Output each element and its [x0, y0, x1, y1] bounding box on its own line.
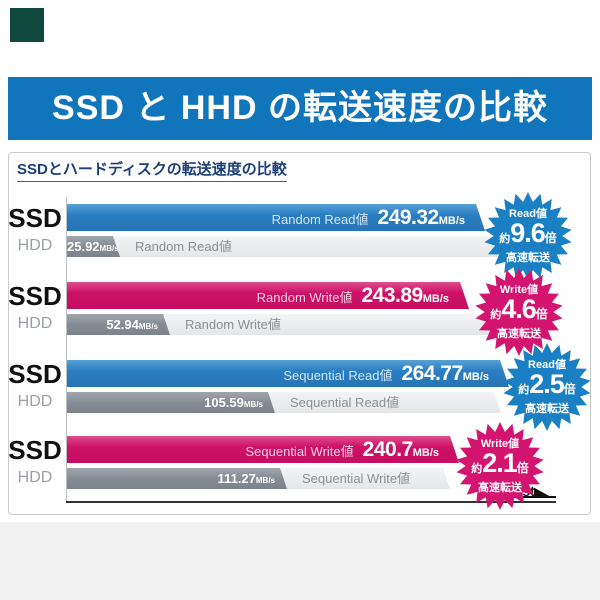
- ssd-row-label: SSD: [8, 435, 62, 465]
- badge-approx: 約: [490, 308, 502, 321]
- badge-factor: 4.6: [501, 293, 537, 324]
- ssd-bar: Random Write値 243.89MB/s: [67, 282, 469, 309]
- hdd-row-label: HDD: [17, 237, 53, 254]
- y-axis-line: [66, 197, 67, 502]
- speed-value: 105.59: [204, 395, 244, 410]
- badge-category: Read値: [509, 207, 547, 220]
- metric-label: Sequential Read値: [283, 368, 393, 383]
- badge-times: 倍: [535, 306, 548, 321]
- speed-unit: MB/s: [412, 447, 439, 459]
- hdd-track: 52.94MB/s Random Write値: [67, 314, 491, 335]
- hdd-value-segment: 105.59MB/s: [67, 392, 275, 413]
- fast-arrow-icon: [534, 487, 551, 497]
- hdd-track: 25.92MB/s Random Read値: [67, 236, 497, 257]
- hdd-row-label: HDD: [17, 315, 53, 332]
- metric-label: Sequential Read値: [290, 395, 400, 410]
- speed-unit: MB/s: [438, 215, 465, 227]
- hdd-row-label: HDD: [17, 469, 53, 486]
- badge-approx: 約: [471, 462, 483, 475]
- hdd-value-segment: 25.92MB/s: [67, 236, 120, 257]
- speed-unit: MB/s: [255, 476, 275, 485]
- footer-strip: [0, 522, 600, 600]
- metric-label: Sequential Write値: [245, 444, 354, 459]
- ssd-row-label: SSD: [8, 359, 62, 389]
- metric-label: Random Write値: [256, 290, 353, 305]
- badge-category: Write値: [499, 283, 539, 296]
- badge-factor: 2.5: [529, 368, 565, 399]
- badge-approx: 約: [499, 232, 511, 245]
- metric-label: Random Read値: [271, 212, 369, 227]
- badge-approx: 約: [518, 383, 530, 396]
- speed-value: 25.92: [67, 239, 100, 254]
- badge-times: 倍: [563, 381, 576, 396]
- speed-value: 264.77: [401, 362, 463, 385]
- corner-mark: [10, 8, 44, 42]
- speed-unit: MB/s: [422, 293, 449, 305]
- ssd-bar: Sequential Write値 240.7MB/s: [67, 436, 459, 463]
- metric-label: Sequential Write値: [302, 471, 411, 486]
- speedup-badge: Write値 約2.1倍 高速転送: [456, 422, 544, 510]
- speed-unit: MB/s: [138, 322, 158, 331]
- speedup-badge: Write値 約4.6倍 高速転送: [475, 268, 563, 356]
- x-axis-line: [66, 501, 556, 503]
- badge-category: Read値: [528, 358, 566, 371]
- ssd-bar: Random Read値 249.32MB/s: [67, 204, 485, 231]
- badge-note: 高速転送: [478, 481, 522, 494]
- hdd-track: 105.59MB/s Sequential Read値: [67, 392, 501, 413]
- chart-title: SSDとハードディスクの転送速度の比較: [17, 158, 287, 182]
- hdd-track: 111.27MB/s Sequential Write値: [67, 468, 450, 489]
- speed-value: 243.89: [361, 284, 423, 307]
- speed-value: 52.94: [106, 317, 139, 332]
- ssd-row-label: SSD: [8, 203, 62, 233]
- speed-unit: MB/s: [99, 244, 119, 253]
- badge-factor: 2.1: [482, 447, 518, 478]
- metric-label: Random Write値: [185, 317, 281, 332]
- speed-value: 240.7: [362, 438, 413, 461]
- badge-note: 高速転送: [497, 327, 541, 340]
- speed-unit: MB/s: [243, 400, 263, 409]
- speedup-badge: Read値 約2.5倍 高速転送: [503, 343, 591, 431]
- speed-value: 249.32: [377, 206, 439, 229]
- hdd-value-segment: 111.27MB/s: [67, 468, 287, 489]
- badge-category: Write値: [480, 437, 520, 450]
- badge-times: 倍: [544, 230, 557, 245]
- badge-factor: 9.6: [510, 217, 546, 248]
- page-banner: SSD と HHD の転送速度の比較: [8, 77, 592, 140]
- badge-note: 高速転送: [525, 402, 569, 415]
- ssd-bar: Sequential Read値 264.77MB/s: [67, 360, 509, 387]
- banner-title: SSD と HHD の転送速度の比較: [52, 89, 548, 127]
- speed-value: 111.27: [217, 471, 256, 486]
- badge-times: 倍: [516, 460, 529, 475]
- speed-unit: MB/s: [462, 371, 489, 383]
- hdd-row-label: HDD: [17, 393, 53, 410]
- hdd-value-segment: 52.94MB/s: [67, 314, 170, 335]
- fast-underline: [503, 496, 556, 498]
- ssd-row-label: SSD: [8, 281, 62, 311]
- metric-label: Random Read値: [135, 239, 232, 254]
- badge-note: 高速転送: [506, 251, 550, 264]
- speedup-badge: Read値 約9.6倍 高速転送: [484, 192, 572, 280]
